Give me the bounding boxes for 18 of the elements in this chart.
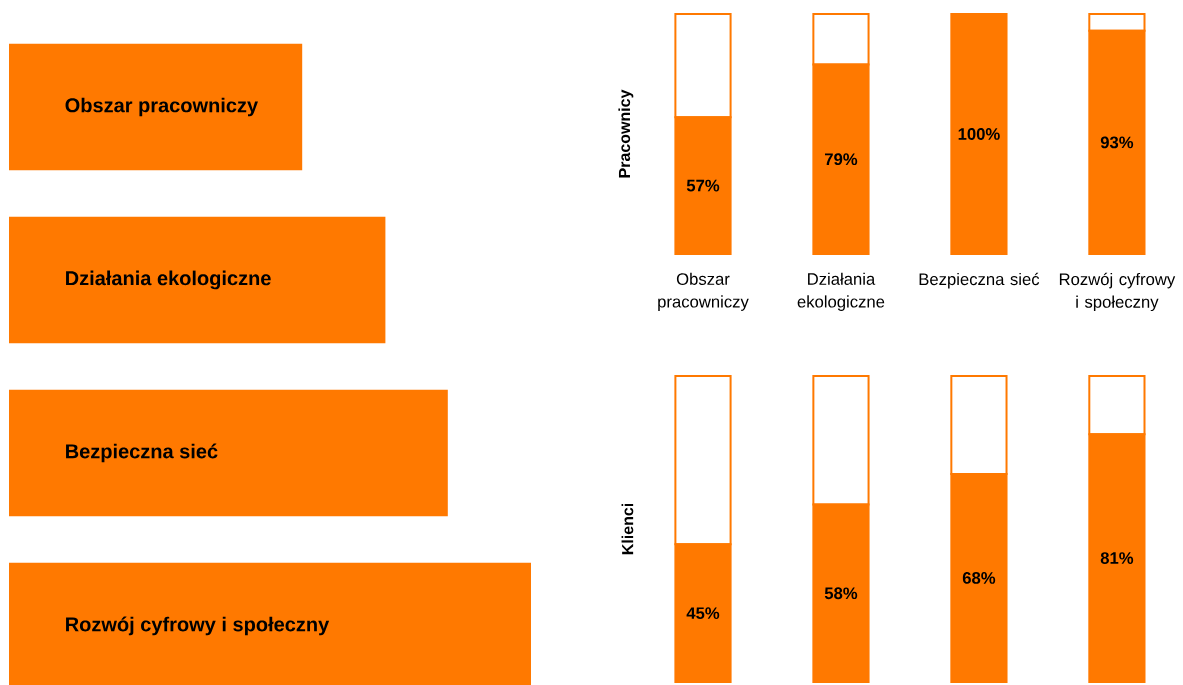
- data-label: 100%: [958, 128, 1000, 140]
- data-label: 57%: [686, 179, 720, 192]
- data-label: 79%: [825, 153, 858, 166]
- data-label: 81%: [1100, 552, 1134, 564]
- x-tick-label: Działania ekologiczne: [797, 272, 885, 311]
- x-tick-label: Rozwój cyfrowy i społeczny: [1059, 272, 1176, 312]
- y-axis-title: Klienci: [621, 503, 634, 555]
- y-tick-label: Obszar pracowniczy: [65, 97, 258, 117]
- y-tick-label: Bezpieczna sieć: [66, 443, 218, 463]
- y-axis-title: Pracownicy: [618, 89, 634, 178]
- data-label: 58%: [824, 587, 858, 600]
- data-label: 93%: [1100, 136, 1134, 149]
- data-label: 68%: [962, 572, 996, 584]
- x-tick-label: Obszar pracowniczy: [658, 272, 749, 311]
- data-label: 45%: [686, 607, 720, 620]
- bar: [950, 12, 1008, 255]
- y-tick-label: Rozwój cyfrowy i społeczny: [66, 616, 330, 636]
- x-tick-label: Bezpieczna sieć: [919, 272, 1040, 289]
